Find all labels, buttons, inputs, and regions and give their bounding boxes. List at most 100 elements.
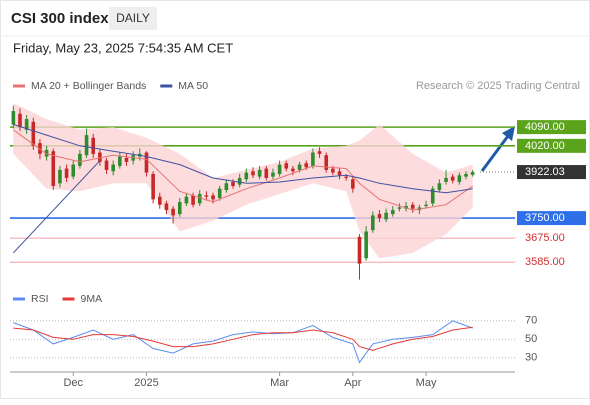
candle-body bbox=[157, 196, 162, 205]
candle-body bbox=[397, 207, 402, 209]
legend-label: MA 20 + Bollinger Bands bbox=[31, 80, 146, 92]
candle-body bbox=[430, 188, 435, 204]
candle-body bbox=[444, 177, 448, 182]
candle-body bbox=[91, 137, 96, 154]
candle-body bbox=[410, 204, 415, 209]
candle-body bbox=[450, 176, 455, 181]
candle-body bbox=[304, 163, 309, 168]
candle-body bbox=[364, 231, 368, 259]
arrow-shaft bbox=[480, 135, 510, 172]
candle-body bbox=[171, 208, 175, 216]
candle-body bbox=[64, 168, 69, 178]
level-label: 3922.03 bbox=[525, 166, 565, 178]
candle-body bbox=[44, 149, 49, 157]
candle-body bbox=[18, 113, 22, 128]
candle-body bbox=[191, 195, 195, 205]
candle-body bbox=[217, 188, 222, 199]
candle-body bbox=[331, 168, 335, 173]
candle-body bbox=[24, 119, 29, 130]
candle-body bbox=[84, 135, 89, 156]
candle-body bbox=[184, 196, 189, 204]
candle-body bbox=[284, 163, 289, 169]
candle-body bbox=[264, 168, 269, 178]
interval: DAILY bbox=[116, 11, 150, 25]
level-box bbox=[517, 120, 586, 135]
level-label: 3585.00 bbox=[525, 256, 565, 268]
candle-body bbox=[151, 173, 155, 200]
y-tick-label: 30 bbox=[525, 352, 537, 364]
candle-body bbox=[71, 164, 76, 177]
timestamp: Friday, May 23, 2025 7:54:35 AM CET bbox=[13, 40, 233, 55]
level-box bbox=[517, 211, 586, 226]
candle-body bbox=[344, 176, 348, 178]
candle-body bbox=[390, 210, 395, 215]
level-label: 3675.00 bbox=[525, 232, 565, 244]
candle-body bbox=[437, 183, 442, 190]
candle-body bbox=[357, 236, 362, 264]
rsi-line bbox=[13, 320, 473, 364]
candle-body bbox=[324, 155, 329, 170]
candle-body bbox=[377, 214, 382, 219]
candle-body bbox=[104, 160, 109, 170]
candle-body bbox=[251, 171, 255, 176]
legend-label: 9MA bbox=[81, 293, 103, 305]
candle-body bbox=[78, 153, 82, 166]
x-tick-label: Dec bbox=[63, 377, 83, 389]
candle-body bbox=[51, 151, 56, 186]
candle-body bbox=[470, 172, 475, 175]
x-tick-label: May bbox=[416, 377, 437, 389]
candle-body bbox=[244, 172, 249, 180]
candle-body bbox=[404, 206, 408, 209]
candle-body bbox=[31, 121, 36, 146]
trend-line bbox=[12, 160, 101, 254]
credit: Research © 2025 Trading Central bbox=[416, 80, 580, 92]
level-label: 4090.00 bbox=[525, 121, 565, 133]
candle-body bbox=[11, 111, 16, 125]
candle-body bbox=[204, 195, 209, 197]
candle-body bbox=[211, 195, 215, 200]
candle-body bbox=[257, 169, 262, 177]
level-box bbox=[517, 138, 586, 153]
x-tick-label: 2025 bbox=[134, 377, 158, 389]
candle-body bbox=[277, 164, 282, 174]
interval-box bbox=[109, 7, 157, 30]
ma-line bbox=[13, 129, 473, 211]
candle-body bbox=[424, 204, 428, 207]
legend-label: RSI bbox=[31, 293, 49, 305]
candle-body bbox=[337, 171, 342, 176]
candle-body bbox=[311, 152, 315, 166]
candle-body bbox=[98, 152, 102, 162]
x-tick-label: Mar bbox=[270, 377, 289, 389]
candle-body bbox=[457, 175, 462, 182]
candle-body bbox=[371, 215, 375, 231]
rsi-line bbox=[13, 326, 473, 351]
candle-body bbox=[351, 179, 355, 189]
arrow-head bbox=[502, 126, 515, 141]
level-label: 4020.00 bbox=[525, 140, 565, 152]
candle-body bbox=[144, 152, 149, 173]
level-label: 3750.00 bbox=[525, 212, 565, 224]
legend-label: MA 50 bbox=[178, 80, 208, 92]
candle-body bbox=[111, 164, 115, 172]
candle-body bbox=[197, 194, 202, 204]
y-tick-label: 70 bbox=[525, 315, 537, 327]
level-box bbox=[517, 165, 586, 180]
candle-body bbox=[237, 177, 242, 185]
candle-body bbox=[464, 173, 468, 177]
candle-body bbox=[58, 169, 62, 184]
candle-body bbox=[297, 164, 302, 170]
ma-line bbox=[13, 123, 473, 194]
candle-body bbox=[224, 183, 229, 190]
title: CSI 300 index bbox=[11, 10, 109, 27]
candle-body bbox=[177, 202, 182, 215]
candle-body bbox=[231, 181, 235, 186]
candle-body bbox=[317, 151, 322, 154]
candle-body bbox=[118, 156, 122, 166]
candle-body bbox=[164, 203, 169, 211]
candle-body bbox=[124, 157, 129, 162]
y-tick-label: 50 bbox=[525, 333, 537, 345]
bollinger-band bbox=[13, 103, 473, 259]
candle-body bbox=[384, 212, 388, 220]
candle-body bbox=[271, 172, 275, 177]
